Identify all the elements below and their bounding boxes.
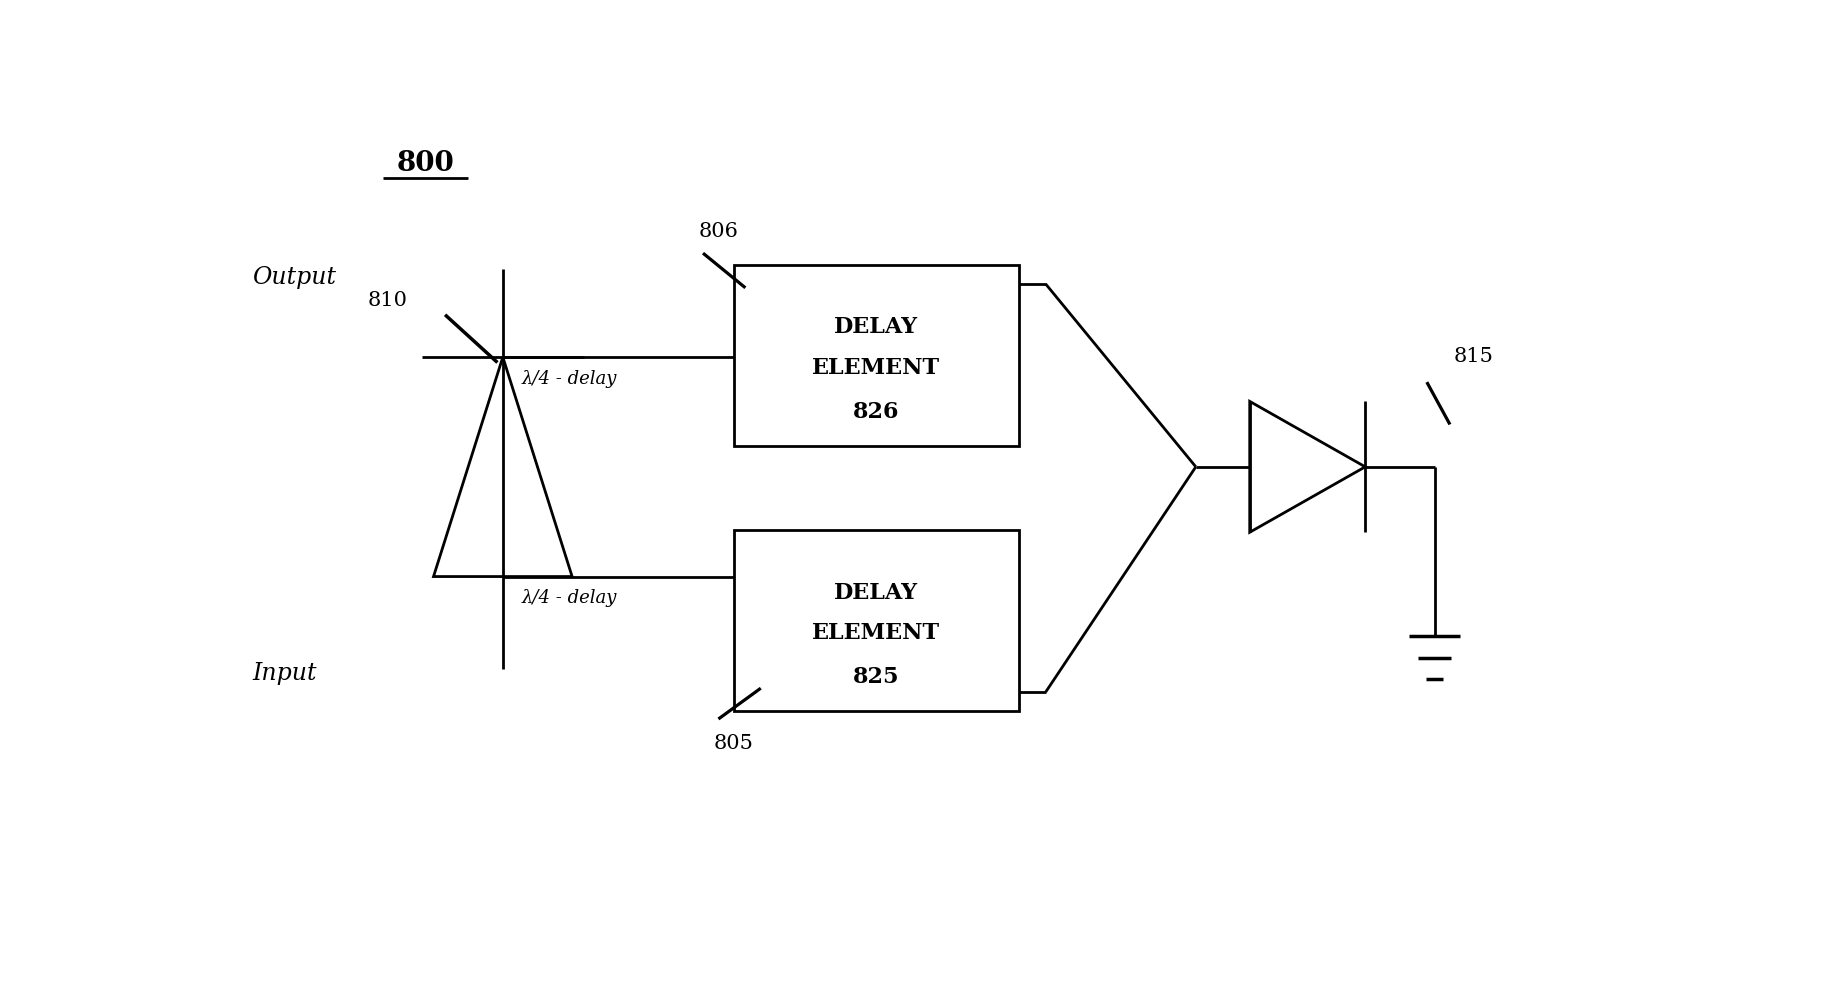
Text: DELAY: DELAY <box>834 580 919 603</box>
Text: DELAY: DELAY <box>834 316 919 338</box>
Text: 815: 815 <box>1453 346 1493 366</box>
Text: λ/4 - delay: λ/4 - delay <box>522 588 617 606</box>
Text: ELEMENT: ELEMENT <box>813 622 941 644</box>
Text: 800: 800 <box>397 150 454 177</box>
Text: ELEMENT: ELEMENT <box>813 357 941 379</box>
Bar <box>734 531 1019 712</box>
Text: 806: 806 <box>699 222 737 241</box>
Text: 826: 826 <box>853 401 900 422</box>
Text: λ/4 - delay: λ/4 - delay <box>522 370 617 388</box>
Text: Input: Input <box>253 662 317 685</box>
Text: Output: Output <box>253 265 337 288</box>
Text: 825: 825 <box>853 666 900 688</box>
Text: 810: 810 <box>368 290 408 309</box>
Text: 805: 805 <box>714 733 754 751</box>
Bar <box>734 265 1019 446</box>
